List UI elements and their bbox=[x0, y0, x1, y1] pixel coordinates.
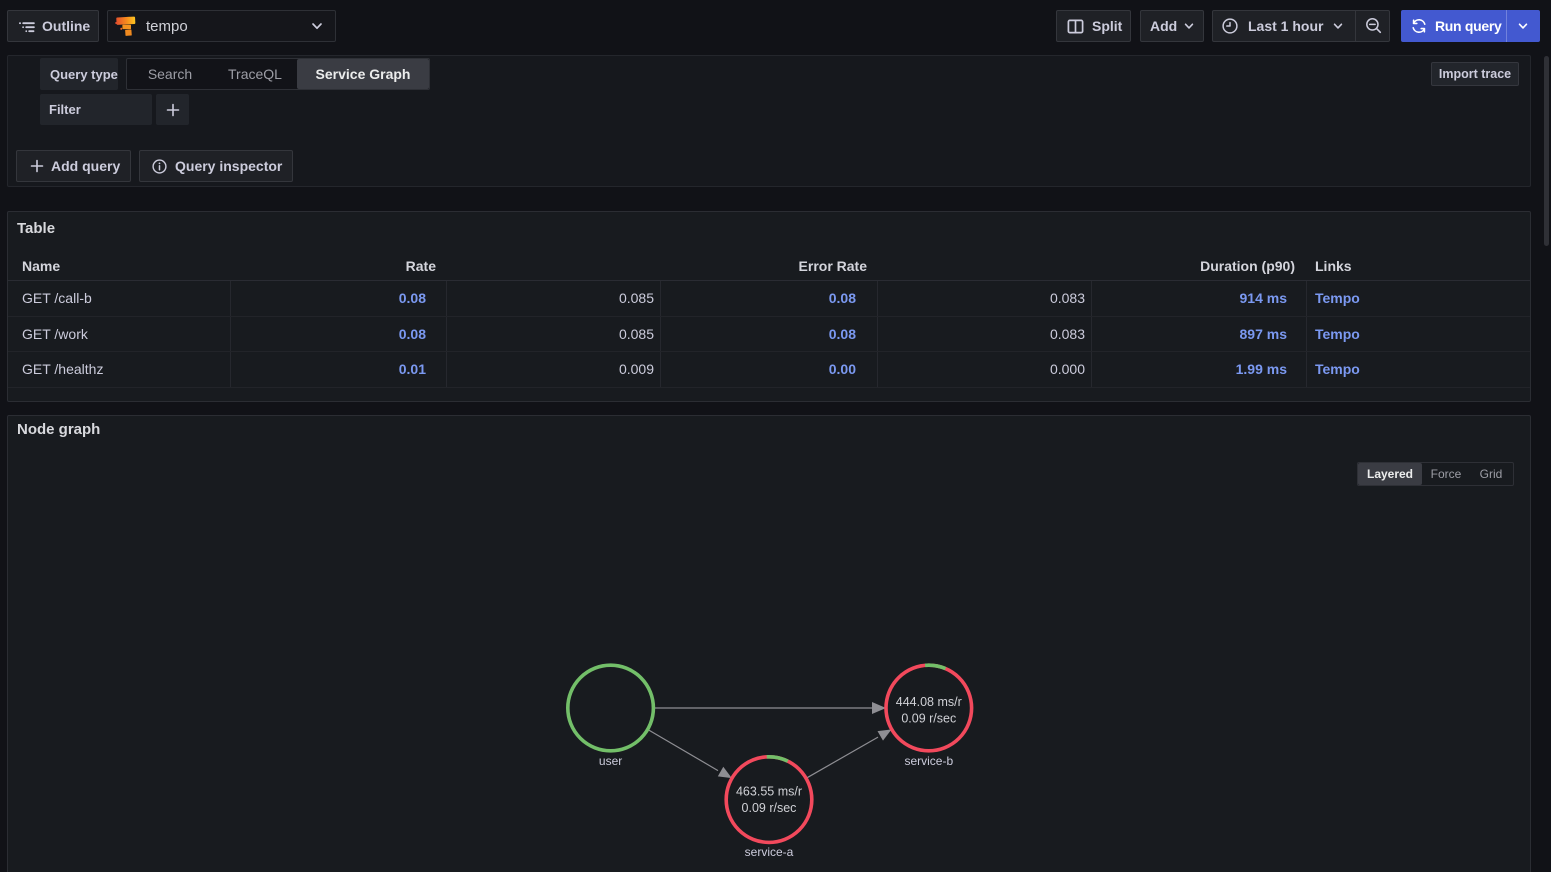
svg-text:user: user bbox=[599, 754, 622, 768]
svg-text:444.08 ms/r: 444.08 ms/r bbox=[896, 695, 962, 709]
svg-text:463.55 ms/r: 463.55 ms/r bbox=[736, 785, 802, 799]
svg-text:0.09 r/sec: 0.09 r/sec bbox=[742, 801, 797, 815]
svg-text:service-a: service-a bbox=[745, 845, 794, 859]
svg-text:0.09 r/sec: 0.09 r/sec bbox=[901, 712, 956, 726]
svg-text:service-b: service-b bbox=[904, 754, 953, 768]
